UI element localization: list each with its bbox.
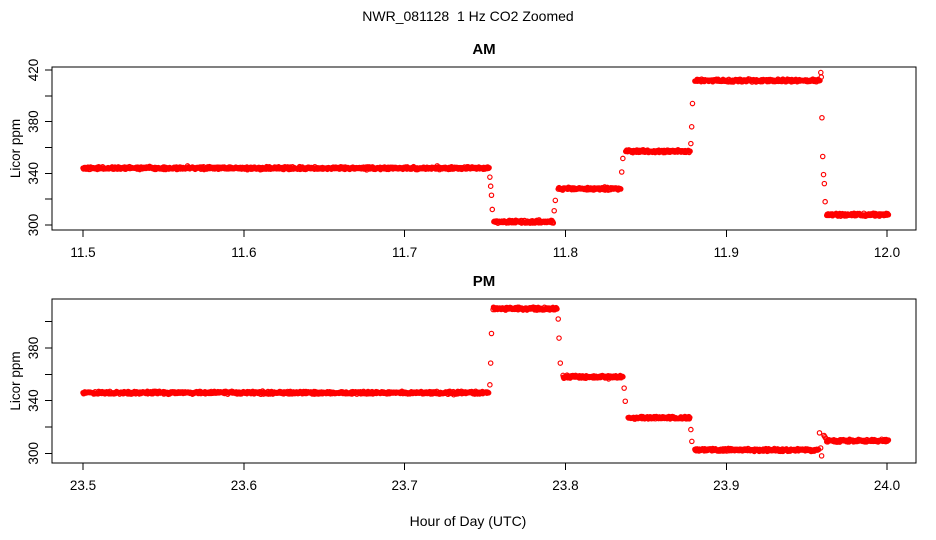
- am-panel-border: [51, 66, 917, 231]
- am-y-tick-label: 300: [26, 214, 41, 237]
- am-y-tick-label: 420: [26, 59, 41, 82]
- am-x-tick-label: 11.6: [231, 245, 256, 260]
- am-panel-title: AM: [472, 41, 496, 58]
- am-x-tick-label: 11.5: [70, 245, 95, 260]
- pm-y-tick-label: 340: [26, 389, 41, 412]
- pm-panel-border: [51, 298, 917, 464]
- pm-x-tick-label: 23.6: [231, 478, 257, 493]
- am-y-tick-label: 380: [26, 110, 41, 133]
- pm-y-axis-label: Licor ppm: [8, 351, 23, 410]
- pm-y-tick-label: 380: [26, 337, 41, 360]
- x-axis-title: Hour of Day (UTC): [409, 513, 527, 529]
- pm-data-points: [80, 304, 892, 459]
- pm-x-tick-label: 23.7: [392, 478, 418, 493]
- am-y-tick-label: 340: [26, 162, 41, 185]
- pm-y-tick-label: 300: [26, 442, 41, 465]
- am-x-tick-label: 11.9: [714, 245, 739, 260]
- pm-x-tick-label: 23.9: [713, 478, 739, 493]
- pm-x-tick-label: 23.5: [70, 478, 96, 493]
- pm-x-tick-label: 24.0: [874, 478, 900, 493]
- am-x-tick-label: 11.8: [553, 245, 578, 260]
- pm-x-tick-label: 23.8: [552, 478, 578, 493]
- am-y-axis-label: Licor ppm: [8, 119, 23, 178]
- am-data-points: [80, 69, 892, 226]
- am-panel: 11.5 11.6 11.7 11.8 11.9 12.0 300 340 380 420 Lico…: [8, 59, 917, 260]
- pm-panel-title: PM: [472, 273, 496, 290]
- am-x-tick-label: 11.7: [392, 245, 417, 260]
- am-x-tick-label: 12.0: [874, 245, 900, 260]
- plot-main-title: NWR_081128 1 Hz CO2 Zoomed: [362, 8, 574, 24]
